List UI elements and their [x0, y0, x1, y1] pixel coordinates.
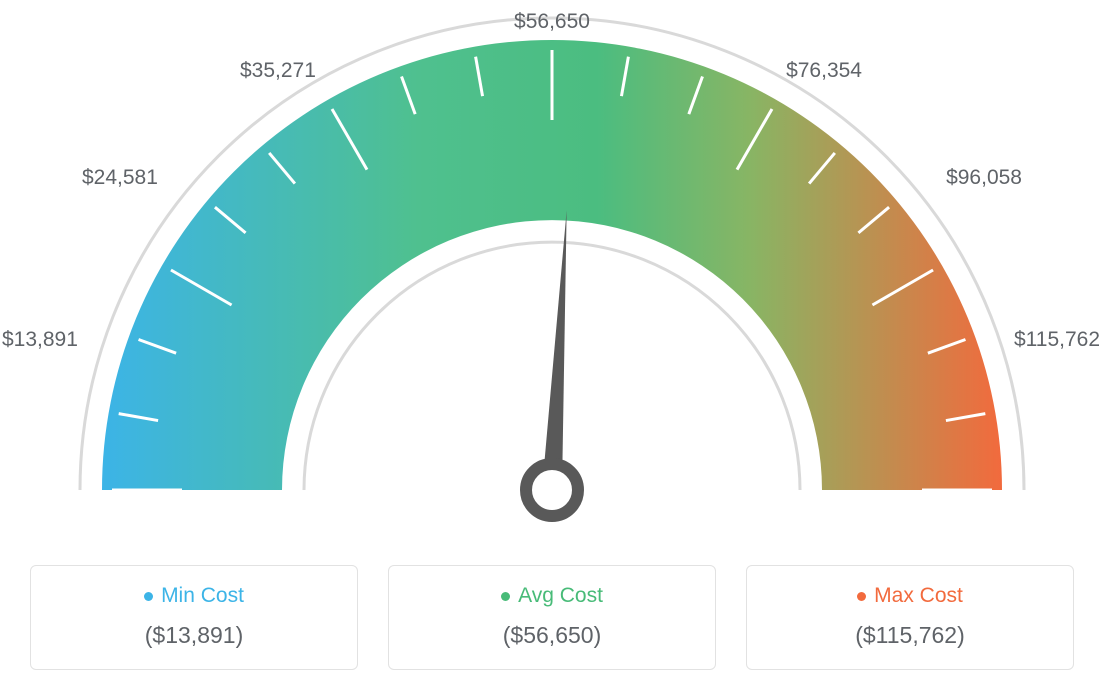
gauge-tick-label: $76,354 — [786, 59, 862, 83]
legend-title-avg: Avg Cost — [501, 584, 603, 608]
gauge-svg — [0, 0, 1104, 530]
legend-value-min: ($13,891) — [41, 622, 347, 649]
legend-value-avg: ($56,650) — [399, 622, 705, 649]
legend-title-max: Max Cost — [857, 584, 963, 608]
dot-icon — [501, 592, 510, 601]
legend-title-text: Max Cost — [874, 584, 963, 608]
gauge-tick-label: $96,058 — [946, 166, 1022, 190]
cost-gauge-widget: $13,891 $24,581 $35,271 $56,650 $76,354 $96,0… — [0, 0, 1104, 690]
gauge-chart: $13,891 $24,581 $35,271 $56,650 $76,354 $96,0… — [0, 0, 1104, 530]
legend-title-text: Avg Cost — [518, 584, 603, 608]
legend-title-min: Min Cost — [144, 584, 244, 608]
legend-card-max: Max Cost ($115,762) — [746, 565, 1074, 670]
dot-icon — [857, 592, 866, 601]
dot-icon — [144, 592, 153, 601]
legend-title-text: Min Cost — [161, 584, 244, 608]
legend-value-max: ($115,762) — [757, 622, 1063, 649]
gauge-tick-label: $13,891 — [2, 328, 78, 352]
legend-card-avg: Avg Cost ($56,650) — [388, 565, 716, 670]
legend-row: Min Cost ($13,891) Avg Cost ($56,650) Ma… — [0, 565, 1104, 670]
gauge-tick-label: $115,762 — [1014, 328, 1100, 352]
gauge-tick-label: $24,581 — [82, 166, 158, 190]
gauge-tick-label: $35,271 — [240, 59, 316, 83]
gauge-tick-label: $56,650 — [514, 10, 590, 34]
legend-card-min: Min Cost ($13,891) — [30, 565, 358, 670]
